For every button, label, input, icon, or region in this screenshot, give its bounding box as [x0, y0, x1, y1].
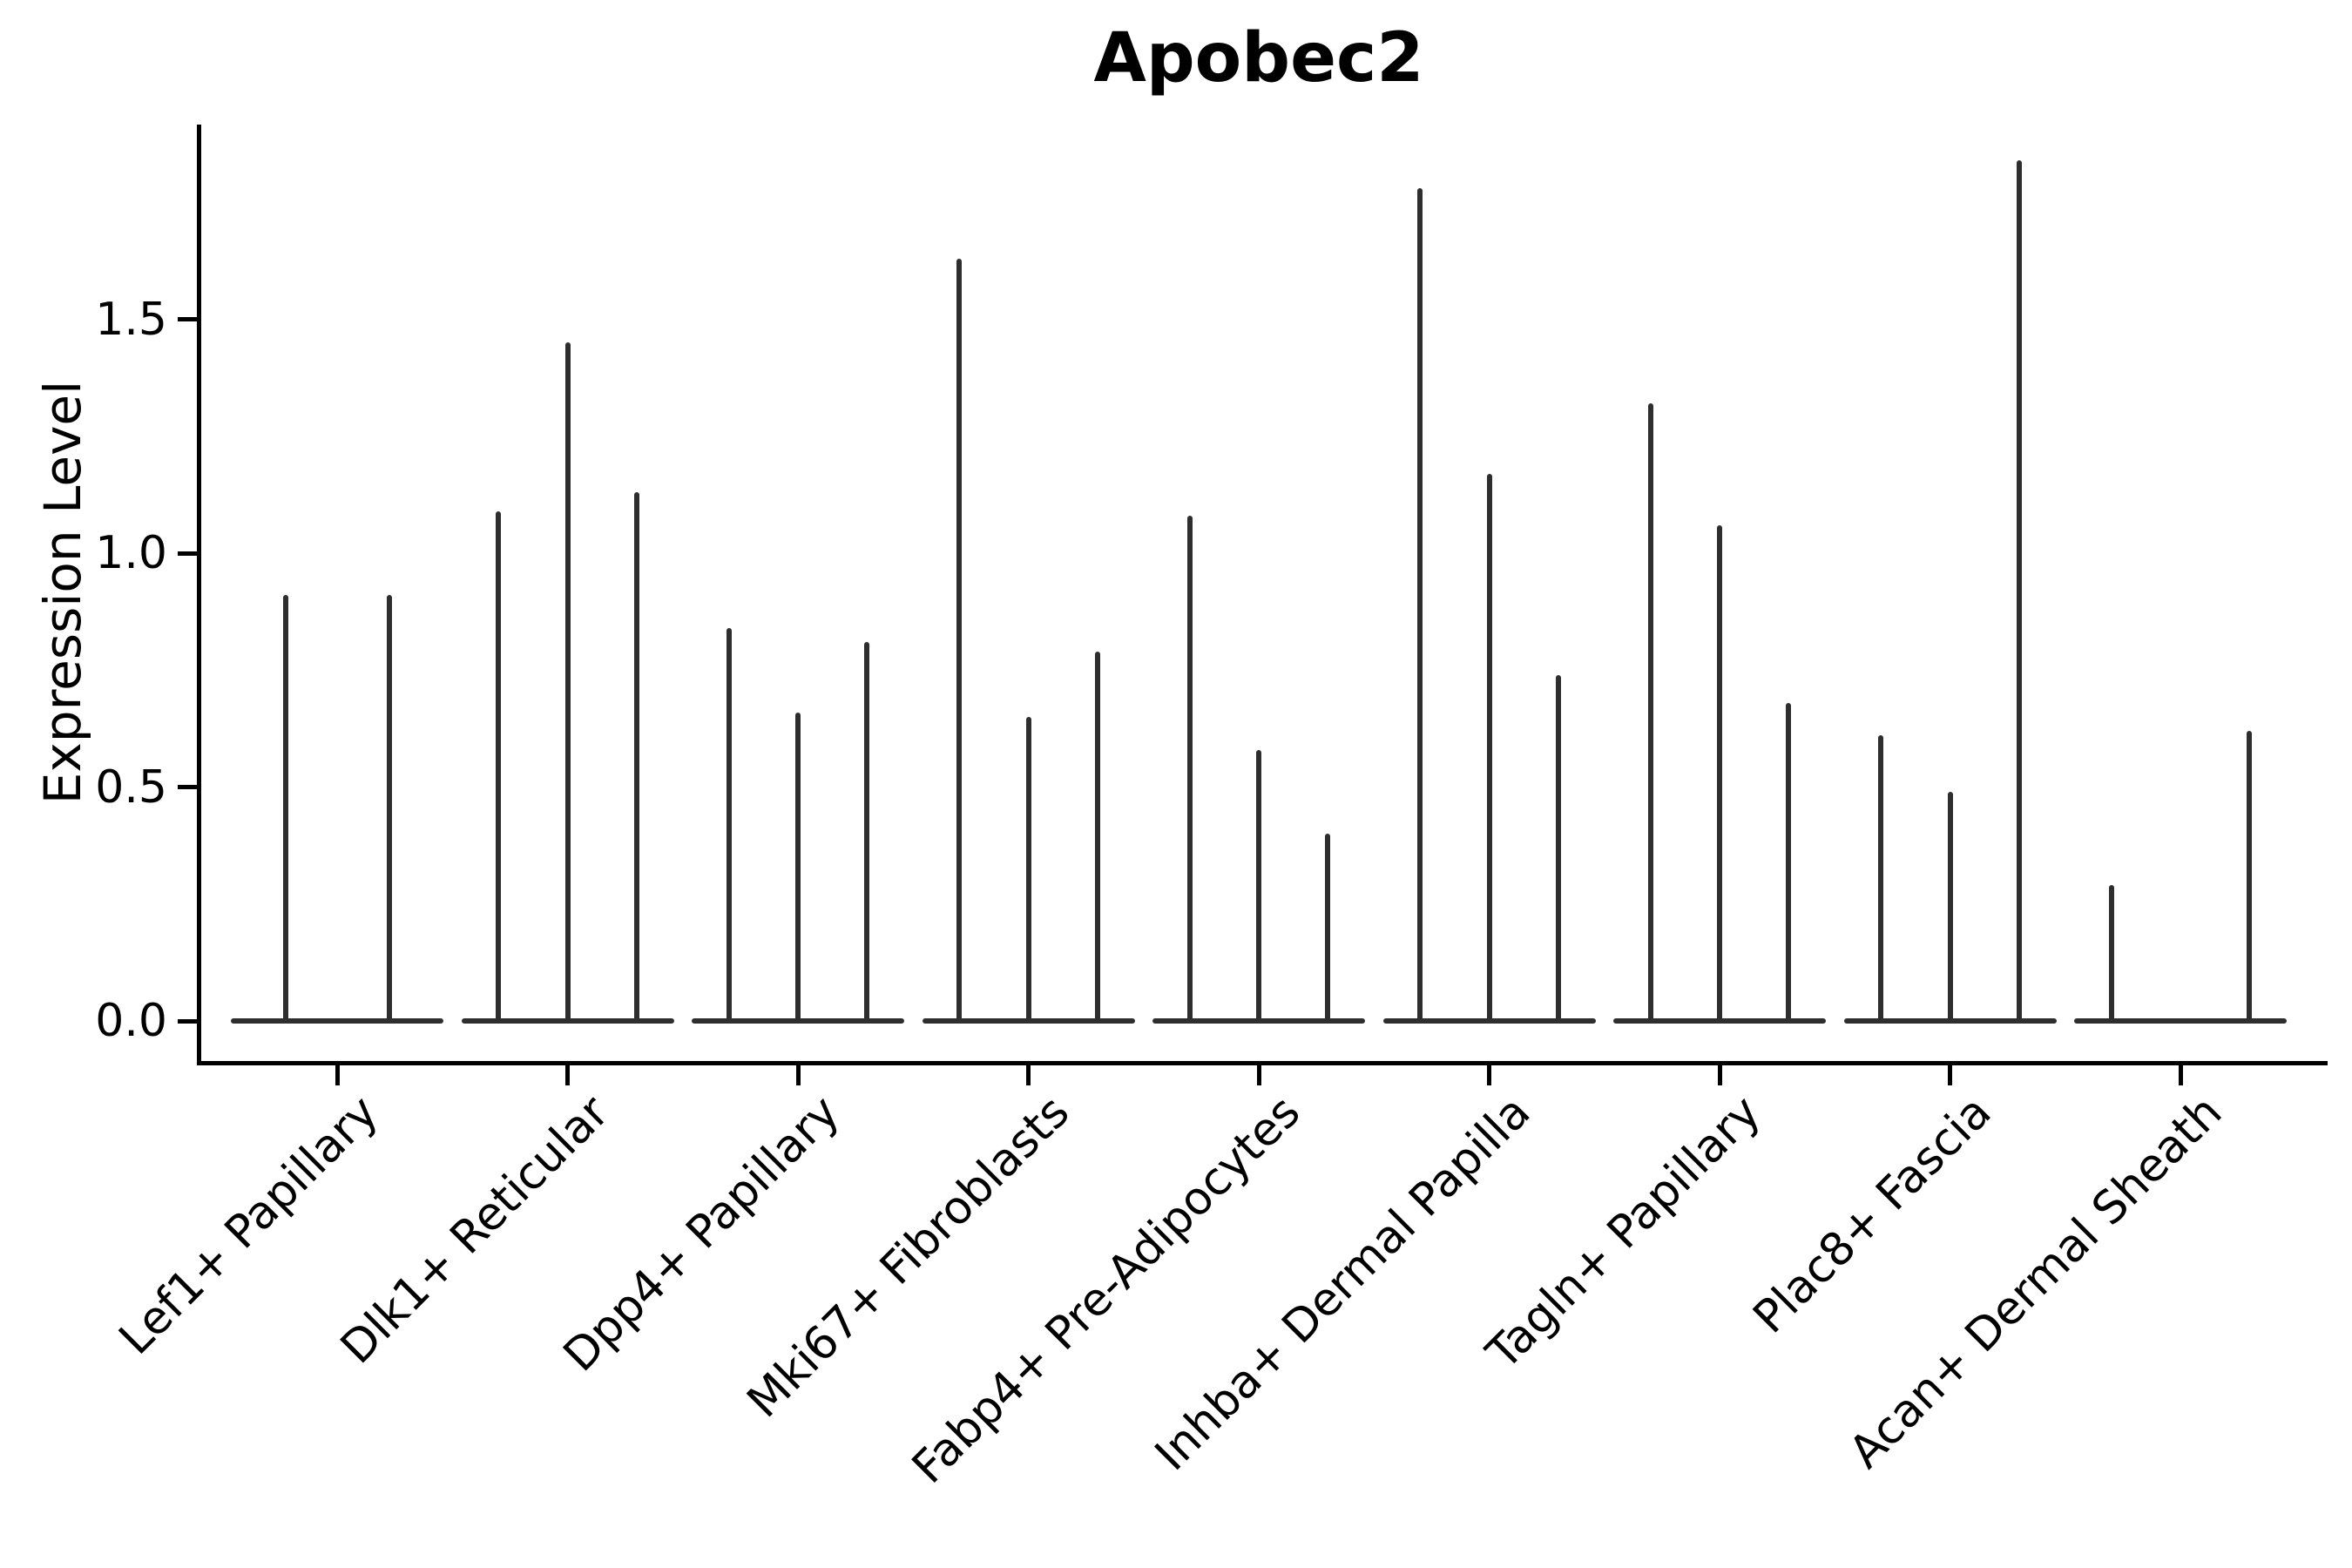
x-tick-mark: [1948, 1065, 1952, 1085]
x-tick-label: Acan+ Dermal Sheath: [1839, 1085, 2233, 1479]
violin-needle: [1786, 702, 1792, 1024]
violin-needle: [1186, 516, 1193, 1024]
violin-needle: [1025, 716, 1031, 1024]
y-tick-label: 1.0: [95, 527, 167, 579]
x-tick-mark: [1026, 1065, 1031, 1085]
y-tick-label: 1.5: [95, 293, 167, 346]
x-axis-spine: [197, 1061, 2328, 1065]
x-tick-mark: [1487, 1065, 1491, 1085]
y-axis-spine: [197, 125, 201, 1065]
violin-needle: [1417, 188, 1423, 1024]
violin-needle: [1878, 735, 1884, 1024]
y-tick-mark: [178, 317, 197, 321]
x-tick-mark: [795, 1065, 801, 1085]
x-tick-mark: [2178, 1065, 2183, 1085]
violin-needle: [1647, 403, 1653, 1024]
violin-needle: [1717, 524, 1722, 1024]
violin-needle: [496, 510, 502, 1024]
y-tick-mark: [178, 785, 197, 789]
violin-needle: [864, 642, 870, 1024]
violin-needle: [386, 595, 392, 1024]
x-tick-label: Plac8+ Fascia: [1743, 1085, 2002, 1344]
y-tick-label: 0.0: [95, 995, 167, 1047]
x-tick-mark: [335, 1065, 340, 1085]
y-tick-label: 0.5: [95, 760, 167, 814]
violin-needle: [282, 595, 288, 1024]
violin-needle: [2247, 731, 2253, 1024]
violin-needle: [956, 258, 963, 1024]
violin-needle: [1947, 791, 1953, 1024]
x-tick-mark: [1256, 1065, 1261, 1085]
x-tick-mark: [1717, 1065, 1722, 1085]
violin-needle: [2108, 885, 2114, 1024]
violin-needle: [564, 342, 571, 1024]
violin-needle: [633, 492, 639, 1024]
violin-needle: [795, 712, 801, 1024]
violin-needle: [1325, 834, 1331, 1024]
violin-needle: [2016, 159, 2022, 1024]
violin-needle: [726, 627, 732, 1024]
y-tick-mark: [178, 1018, 197, 1024]
violin-needle: [1256, 749, 1261, 1024]
violin-base: [2074, 1018, 2287, 1024]
chart-title: Apobec2: [1093, 19, 1424, 98]
x-tick-mark: [565, 1065, 570, 1085]
y-tick-mark: [178, 551, 197, 556]
violin-needle: [1555, 674, 1561, 1024]
x-tick-label: Fabp4+ Pre-Adipocytes: [902, 1085, 1311, 1494]
violin-needle: [1486, 473, 1492, 1024]
violin-needle: [1094, 651, 1100, 1024]
x-tick-label: Inhba+ Dermal Papilla: [1146, 1085, 1541, 1482]
violin-base: [231, 1018, 443, 1024]
